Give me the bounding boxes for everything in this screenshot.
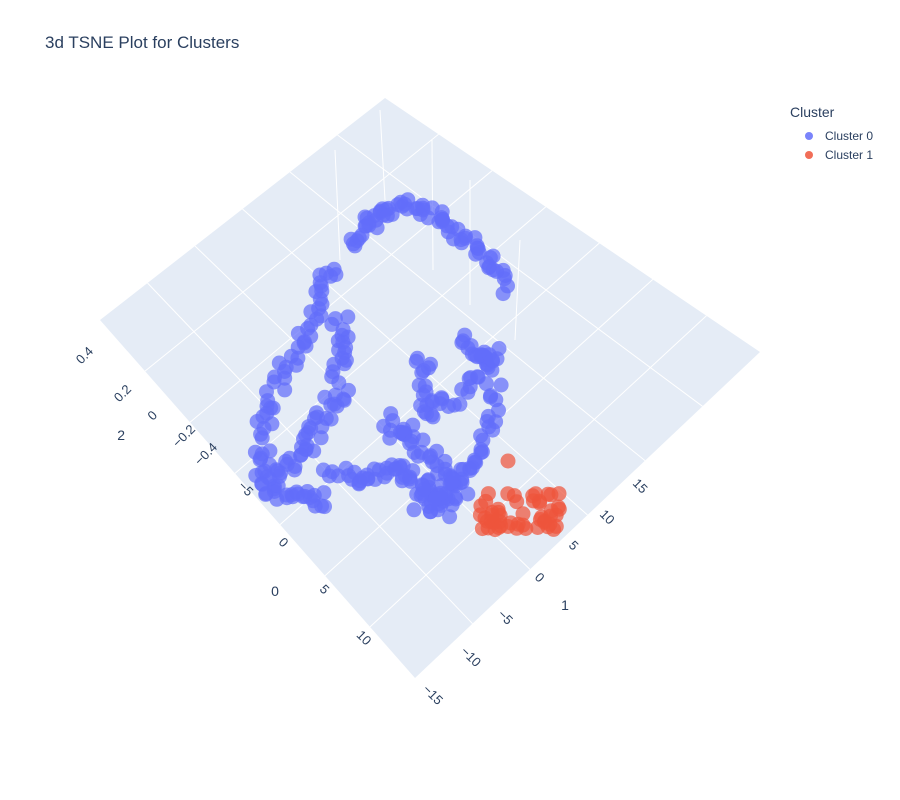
grid-line-b4: [289, 171, 646, 462]
point-cluster-0: [316, 485, 332, 501]
point-cluster-0: [272, 468, 287, 484]
legend-marker-cluster-1: [805, 150, 813, 159]
x-axis-title: 0: [271, 583, 279, 599]
y-axis-title: 1: [561, 597, 569, 613]
point-cluster-0: [324, 316, 340, 332]
legend-marker-cluster-0: [805, 131, 813, 140]
wall-line-3: [334, 149, 341, 261]
point-cluster-0: [415, 432, 431, 448]
point-cluster-0: [259, 469, 275, 485]
point-cluster-1: [480, 486, 496, 502]
z-tick-0.2: 0.2: [111, 382, 134, 405]
point-cluster-0: [403, 473, 419, 489]
point-cluster-1: [500, 519, 516, 534]
point-cluster-0: [485, 422, 501, 438]
point-cluster-0: [336, 356, 352, 372]
y-tick-neg10: −10: [458, 644, 484, 670]
wall-line-0: [379, 109, 386, 201]
point-cluster-0: [385, 413, 401, 429]
y-tick-15: 15: [630, 476, 651, 497]
y-tick-5: 5: [566, 538, 582, 554]
point-cluster-1: [543, 503, 559, 519]
wall-line-4: [514, 239, 521, 341]
point-cluster-0: [309, 311, 325, 327]
x-tick-10: 10: [354, 627, 375, 648]
legend-item-cluster-0[interactable]: Cluster 0: [790, 126, 873, 145]
point-cluster-1: [531, 493, 547, 509]
y-tick-neg15: −15: [420, 682, 446, 708]
point-cluster-0: [314, 498, 330, 514]
point-cluster-0: [444, 475, 459, 491]
z-tick-0.4: 0.4: [73, 344, 96, 367]
point-cluster-0: [341, 468, 357, 484]
point-cluster-0: [382, 430, 398, 446]
point-cluster-0: [290, 325, 306, 341]
chart-title: 3d TSNE Plot for Clusters: [45, 33, 240, 52]
point-cluster-0: [314, 419, 330, 435]
legend: Cluster Cluster 0 Cluster 1: [790, 104, 873, 164]
x-tick-5: 5: [317, 581, 333, 597]
point-cluster-0: [408, 353, 424, 369]
point-cluster-0: [495, 286, 511, 302]
point-cluster-0: [253, 426, 269, 442]
point-cluster-0: [414, 365, 430, 381]
y-tick-neg5: −5: [495, 607, 516, 628]
point-cluster-0: [484, 352, 500, 368]
y-tick-10: 10: [597, 507, 618, 528]
point-cluster-0: [447, 489, 463, 505]
point-cluster-0: [460, 486, 476, 502]
point-cluster-0: [397, 196, 413, 212]
point-cluster-1: [546, 521, 562, 537]
legend-title: Cluster: [790, 104, 835, 120]
legend-label-cluster-0: Cluster 0: [825, 128, 874, 143]
point-cluster-0: [419, 397, 435, 413]
z-tick-0: 0: [144, 408, 160, 424]
point-cluster-0: [351, 230, 367, 246]
point-cluster-1: [515, 517, 531, 533]
point-cluster-0: [340, 309, 356, 325]
point-cluster-0: [416, 482, 432, 497]
point-cluster-0: [473, 442, 489, 458]
point-cluster-0: [313, 430, 329, 446]
legend-label-cluster-1: Cluster 1: [825, 147, 874, 162]
point-cluster-0: [426, 491, 442, 507]
z-axis-title: 2: [117, 427, 125, 443]
point-cluster-0: [277, 382, 293, 398]
point-cluster-0: [324, 369, 340, 385]
point-cluster-0: [452, 396, 468, 412]
point-cluster-0: [455, 461, 471, 477]
point-cluster-0: [267, 369, 283, 385]
point-cluster-0: [478, 376, 494, 392]
point-cluster-0: [463, 370, 479, 386]
point-cluster-0: [493, 377, 509, 393]
y-tick-0: 0: [532, 570, 548, 586]
x-tick-0: 0: [276, 534, 292, 550]
point-cluster-0: [323, 397, 339, 413]
point-cluster-1: [500, 453, 516, 469]
point-cluster-1: [500, 486, 516, 502]
point-cluster-0: [299, 484, 315, 499]
point-cluster-0: [423, 448, 438, 464]
point-cluster-1: [477, 510, 493, 526]
point-cluster-0: [470, 241, 486, 256]
point-cluster-0: [406, 502, 422, 518]
point-cluster-1: [473, 498, 489, 514]
point-cluster-0: [265, 400, 281, 416]
scatter-points: [247, 192, 567, 538]
grid-line-b5: [337, 134, 703, 407]
legend-item-cluster-1[interactable]: Cluster 1: [790, 145, 873, 164]
point-cluster-0: [457, 230, 473, 246]
point-cluster-0: [410, 448, 426, 464]
point-cluster-0: [442, 509, 458, 525]
point-cluster-0: [434, 391, 450, 407]
point-cluster-1: [515, 506, 531, 522]
point-cluster-0: [482, 389, 498, 405]
